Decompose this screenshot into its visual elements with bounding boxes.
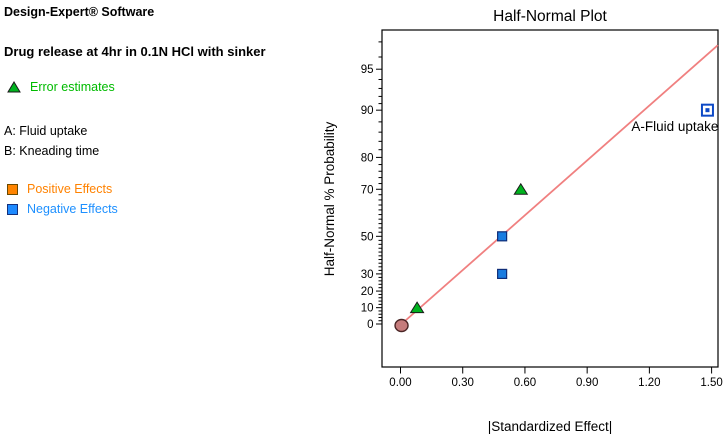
data-point-negative-effect[interactable] (497, 268, 508, 280)
response-title: Drug release at 4hr in 0.1N HCl with sin… (4, 44, 266, 59)
y-tick-label-90: 90 (361, 105, 374, 117)
x-tick-label-1.20: 1.20 (638, 377, 660, 389)
x-axis-label: |Standardized Effect| (488, 419, 613, 434)
y-tick-label-80: 80 (361, 152, 374, 164)
plot-content: A-Fluid uptake (394, 44, 719, 333)
x-tick-label-1.50: 1.50 (700, 377, 722, 389)
selected-effect-center-dot (705, 108, 710, 113)
negative-square-icon (7, 203, 18, 215)
x-tick-label-0.90: 0.90 (576, 377, 598, 389)
axis-ticks: 0 10 20 30 50 70 80 90 95 0.00 0.30 0.60 0.90 1.20 1.5… (361, 41, 723, 389)
fit-line (400, 44, 719, 325)
data-point-baseline[interactable] (394, 318, 409, 333)
y-tick-label-50: 50 (361, 231, 374, 243)
positive-legend-label: Positive Effects (27, 182, 113, 196)
y-tick-label-0: 0 (367, 319, 373, 331)
negative-legend-label: Negative Effects (27, 202, 118, 216)
positive-square-icon (7, 183, 18, 195)
error-triangle-icon (7, 81, 21, 93)
legend-positive-effects: Positive Effects (7, 182, 112, 196)
chart-title: Half-Normal Plot (493, 8, 607, 25)
y-tick-label-95: 95 (361, 64, 374, 76)
y-tick-label-30: 30 (361, 269, 374, 281)
x-tick-label-0.60: 0.60 (514, 377, 536, 389)
legend-error-estimates: Error estimates (7, 80, 115, 94)
y-tick-label-70: 70 (361, 184, 374, 196)
legend-negative-effects: Negative Effects (7, 202, 118, 216)
data-point-negative-effect[interactable] (497, 231, 508, 242)
effect-point-label: A-Fluid uptake (631, 119, 718, 134)
data-point-error-estimate[interactable] (409, 301, 425, 314)
y-axis-label: Half-Normal % Probability (322, 121, 337, 276)
factor-b-label: B: Kneading time (4, 144, 100, 158)
x-tick-label-0.00: 0.00 (389, 377, 411, 389)
error-legend-label: Error estimates (30, 80, 115, 94)
y-tick-label-20: 20 (361, 286, 374, 298)
software-title: Design-Expert® Software (4, 5, 155, 19)
x-tick-label-0.30: 0.30 (452, 377, 474, 389)
plot-area-border (381, 29, 719, 368)
factor-a-label: A: Fluid uptake (4, 124, 88, 138)
y-tick-label-10: 10 (361, 303, 374, 315)
data-point-error-estimate[interactable] (513, 182, 529, 195)
